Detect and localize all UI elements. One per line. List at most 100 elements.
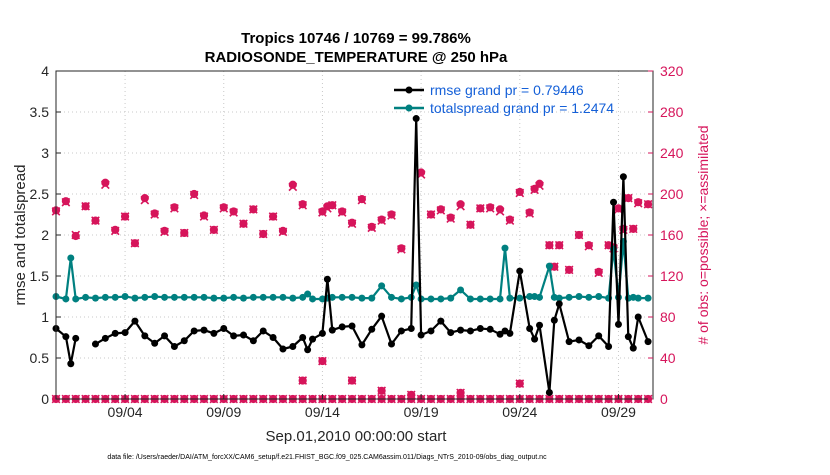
obs-assimilated-marker (466, 220, 475, 230)
rmse-point (550, 316, 558, 324)
rmse-point (555, 300, 563, 308)
obs-assimilated-marker (643, 199, 653, 209)
spread-point (348, 293, 356, 301)
y-tick-label-left: 4 (41, 63, 49, 79)
rmse-point (62, 333, 70, 341)
y-axis-label-left: rmse and totalspread (12, 165, 29, 306)
rmse-point (427, 327, 435, 335)
spread-point (447, 294, 455, 302)
obs-possible-marker (535, 179, 544, 188)
obs-assimilated-marker (288, 182, 298, 192)
obs-possible-marker (288, 180, 297, 189)
spread-point (545, 262, 553, 270)
rmse-point (323, 275, 331, 283)
rmse-point (239, 331, 247, 339)
spread-point (269, 293, 277, 301)
rmse-point (585, 342, 593, 350)
title-line-1: Tropics 10746 / 10769 = 99.786% (241, 30, 471, 47)
x-axis-label: Sep.01,2010 00:00:00 start (266, 428, 448, 445)
spread-point (437, 295, 445, 303)
spread-point (220, 294, 228, 302)
rmse-point (121, 329, 129, 337)
rmse-point (634, 313, 642, 321)
obs-assimilated-marker (268, 212, 278, 221)
obs-assimilated-marker (189, 190, 199, 200)
spread-point (67, 254, 75, 262)
spread-point (585, 293, 593, 301)
obs-assimilated-marker (298, 376, 308, 385)
rmse-series (52, 115, 652, 396)
y-tick-label-right: 280 (660, 104, 684, 120)
obs-assimilated-marker (160, 227, 169, 237)
legend-spread-marker (405, 104, 413, 112)
title-line-2: RADIOSONDE_TEMPERATURE @ 250 hPa (205, 49, 508, 66)
rmse-point (279, 345, 287, 353)
obs-assimilated-marker (81, 201, 90, 211)
obs-assimilated-marker (327, 200, 337, 210)
legend-rmse-label: rmse grand pr = 0.79446 (430, 82, 584, 98)
rmse-point (200, 326, 208, 334)
y-tick-label-left: 1.5 (30, 268, 50, 284)
rmse-point (526, 324, 534, 332)
spread-point (516, 294, 524, 302)
rmse-point (299, 334, 307, 341)
rmse-point (249, 337, 257, 345)
rmse-point (368, 325, 376, 333)
rmse-point (397, 327, 405, 335)
rmse-point (614, 320, 622, 328)
spread-point (506, 294, 514, 302)
rmse-point (318, 329, 326, 337)
spread-point (378, 282, 386, 290)
obs-assimilated-marker (130, 238, 140, 248)
rmse-point (476, 324, 484, 332)
spread-point (466, 295, 474, 303)
obs-possible-marker (140, 194, 149, 203)
rmse-point (210, 329, 218, 337)
rmse-point (605, 343, 613, 351)
spread-point (304, 290, 312, 298)
y-tick-label-right: 40 (660, 350, 676, 366)
obs-assimilated-marker (229, 208, 238, 217)
obs-assimilated-marker (298, 200, 308, 210)
obs-assimilated-marker (614, 205, 623, 214)
y-tick-label-left: 1 (41, 309, 49, 325)
rmse-point (309, 335, 317, 343)
y-tick-label-right: 240 (660, 145, 684, 161)
spread-point (555, 294, 563, 302)
obs-assimilated-marker (71, 230, 81, 240)
obs-assimilated-marker (623, 193, 633, 203)
obs-assimilated-marker (318, 356, 327, 366)
rmse-point (230, 332, 238, 340)
obs-assimilated-marker (584, 241, 594, 251)
obs-possible-marker (495, 205, 505, 214)
spread-point (575, 293, 583, 300)
y-tick-label-right: 120 (660, 268, 684, 284)
y-tick-label-left: 2.5 (30, 186, 50, 202)
obs-assimilated-marker (387, 211, 396, 220)
rmse-point (348, 322, 356, 330)
obs-assimilated-marker (219, 203, 229, 213)
spread-point (131, 294, 139, 302)
obs-assimilated-marker (397, 244, 406, 254)
rmse-point (466, 327, 474, 335)
rmse-point (595, 332, 603, 340)
rmse-point (437, 317, 445, 325)
spread-point (161, 293, 169, 301)
y-tick-label-left: 3 (41, 145, 49, 161)
obs-possible-marker (456, 200, 465, 209)
y-tick-label-left: 3.5 (30, 104, 50, 120)
obs-assimilated-marker (515, 379, 525, 388)
spread-point (328, 293, 336, 301)
obs-assimilated-marker (485, 203, 495, 213)
spread-point (338, 293, 346, 301)
legend-rmse-marker (405, 86, 413, 94)
rmse-point (506, 329, 514, 337)
obs-assimilated-marker (61, 197, 71, 207)
y-tick-label-right: 160 (660, 227, 684, 243)
obs-assimilated-marker (436, 206, 446, 215)
obs-assimilated-marker (357, 195, 367, 205)
spread-point (309, 295, 317, 303)
rmse-point (67, 360, 75, 368)
